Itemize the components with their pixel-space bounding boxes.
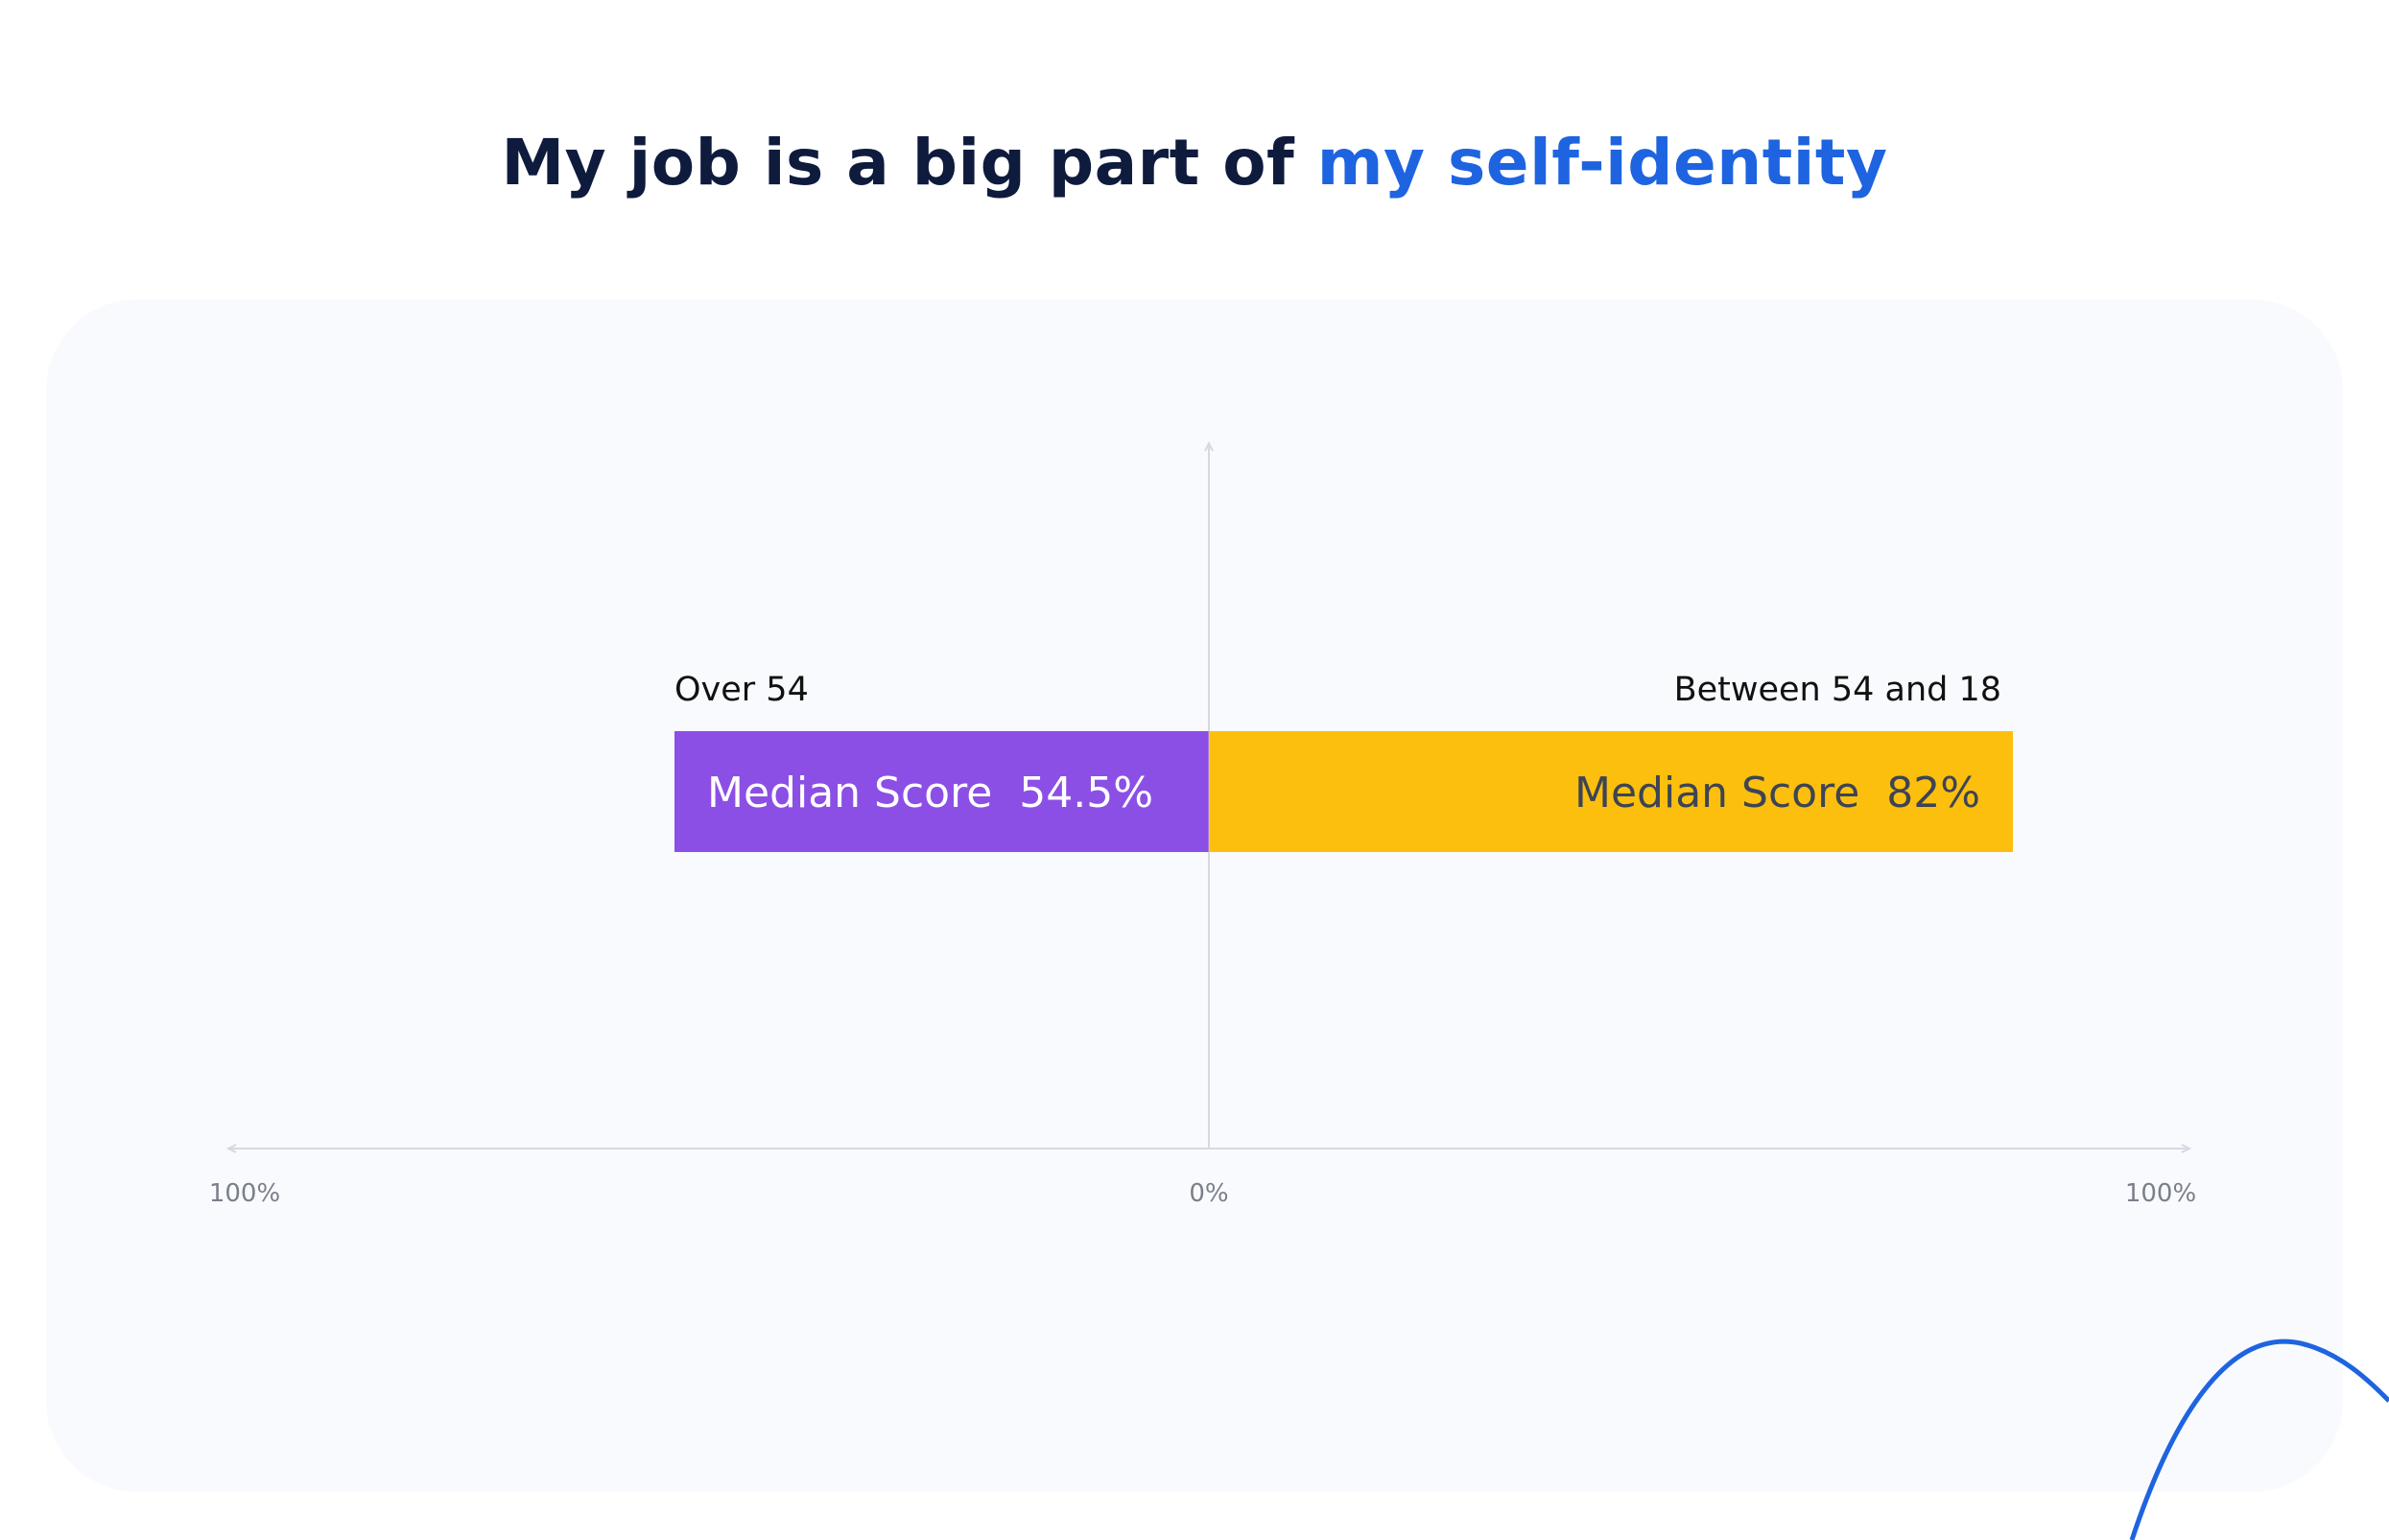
bar-right bbox=[1209, 731, 2014, 852]
data-label-right: Median Score 82% bbox=[1574, 769, 1980, 817]
chart-card bbox=[46, 299, 2343, 1492]
bar-left bbox=[674, 731, 1209, 852]
x-axis-right-arrow bbox=[2181, 1144, 2192, 1153]
tick-label-right: 100% bbox=[2125, 1179, 2196, 1208]
x-axis-left-arrow bbox=[225, 1144, 237, 1153]
tick-label-center: 0% bbox=[1189, 1179, 1228, 1208]
series-name-left: Over 54 bbox=[674, 671, 809, 709]
title-highlight: my self-identity bbox=[1316, 126, 1888, 200]
title-prefix: My job is a big part of bbox=[501, 126, 1295, 200]
series-name-right: Between 54 and 18 bbox=[1674, 671, 2001, 709]
y-axis-arrow bbox=[1204, 440, 1214, 452]
chart-title: My job is a big part of my self-identity bbox=[0, 123, 2389, 203]
data-label-left: Median Score 54.5% bbox=[707, 769, 1153, 817]
tick-label-left: 100% bbox=[209, 1179, 280, 1208]
